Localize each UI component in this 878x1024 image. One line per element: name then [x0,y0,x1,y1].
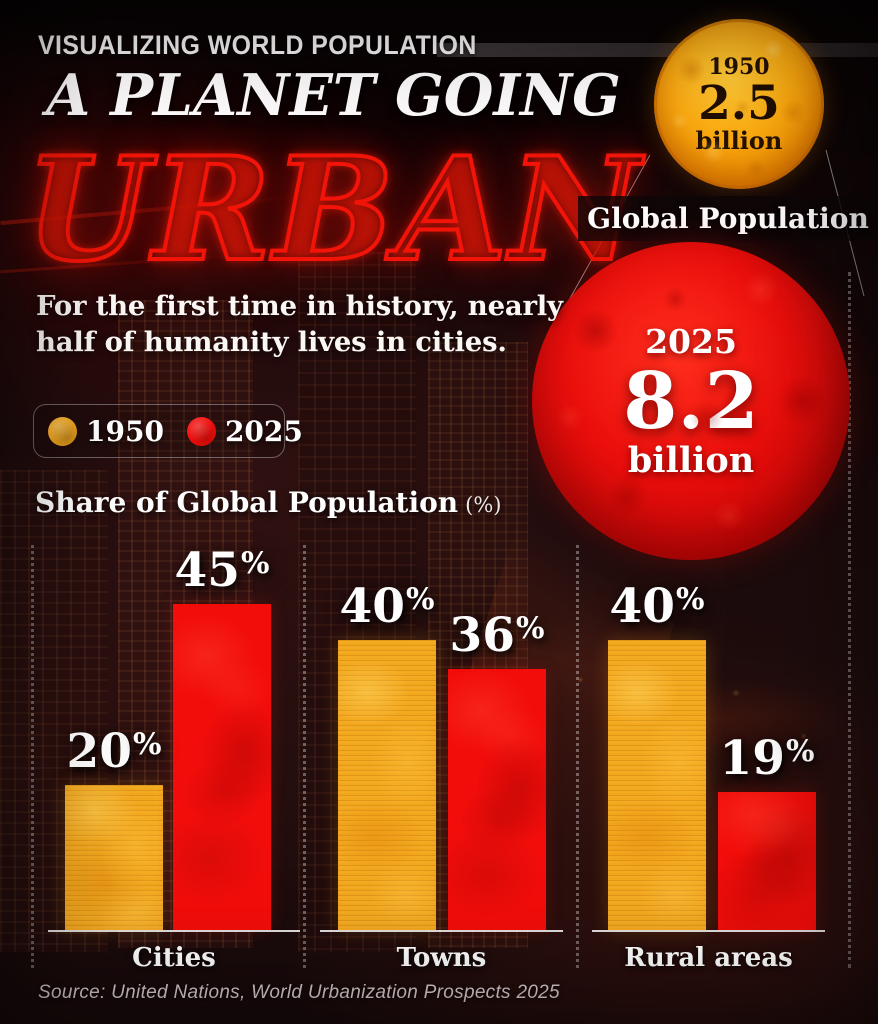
global-population-band: Global Population [578,196,878,241]
page-title: A PLANET GOING [46,62,621,129]
legend-label-2025: 2025 [224,414,303,448]
circle-value-2025: 8.2 [623,356,759,448]
dotted-separator [303,545,306,968]
value-label-1950-cities: 20% [66,724,162,779]
value-label-1950-towns: 40% [339,579,435,634]
category-label-cities: Cities [132,943,216,973]
legend-dot-1950 [48,416,77,446]
kicker: VISUALIZING WORLD POPULATION [38,30,477,60]
global-population-label: Global Population [587,202,869,235]
intro-text: For the first time in history, nearly hal… [36,288,563,361]
bar-group-towns: 40% 36% Towns [320,545,563,975]
page-title-accent: URBAN [24,127,643,293]
value-label-1950-rural-areas: 40% [609,579,705,634]
dotted-separator [576,545,579,968]
value-label-2025-rural-areas: 19% [719,731,815,786]
circle-value-1950: 2.5 [698,76,780,132]
legend-dot-2025 [186,416,216,446]
intro-line-2: half of humanity lives in cities. [36,326,507,359]
value-label-2025-cities: 45% [174,543,270,598]
category-label-towns: Towns [396,943,487,973]
building-silhouette [0,470,108,952]
bar-2025-towns [448,669,546,930]
city-lights [540,620,878,952]
chart-legend: 1950 2025 [33,404,303,458]
bar-2025-cities [173,604,271,930]
bar-group-cities: 20% 45% Cities [48,545,300,975]
legend-item-1950: 1950 [48,415,164,448]
category-label-rural-areas: Rural areas [624,943,793,973]
circle-unit-1950: billion [695,126,783,156]
source-note: Source: United Nations, World Urbanizati… [38,982,560,1003]
bar-group-rural-areas: 40% 19% Rural areas [592,545,825,975]
bar-chart: 20% 45% Cities 40% 36% Towns 40% 19% Rural areas [0,545,878,975]
circle-unit-2025: billion [627,440,755,482]
bar-2025-rural-areas [718,792,816,930]
legend-label-1950: 1950 [86,414,164,448]
bar-1950-towns [338,640,436,930]
section-unit: (%) [465,493,502,517]
bar-1950-rural-areas [608,640,706,930]
population-circle-1950: 1950 2.5 billion [654,19,824,189]
section-title-text: Share of Global Population [35,486,459,519]
value-label-2025-towns: 36% [449,608,545,663]
bar-1950-cities [65,785,163,930]
legend-item-2025: 2025 [186,414,303,448]
dotted-separator [848,272,851,968]
intro-line-1: For the first time in history, nearly [36,290,563,322]
baseline-cities [48,930,300,932]
dotted-separator [31,545,34,968]
population-circle-2025: 2025 8.2 billion [532,242,850,560]
circle-year-1950: 1950 [708,54,770,81]
circle-year-2025: 2025 [645,322,737,362]
baseline-rural-areas [592,930,825,932]
section-title: Share of Global Population (%) [35,486,501,519]
baseline-towns [320,930,563,932]
